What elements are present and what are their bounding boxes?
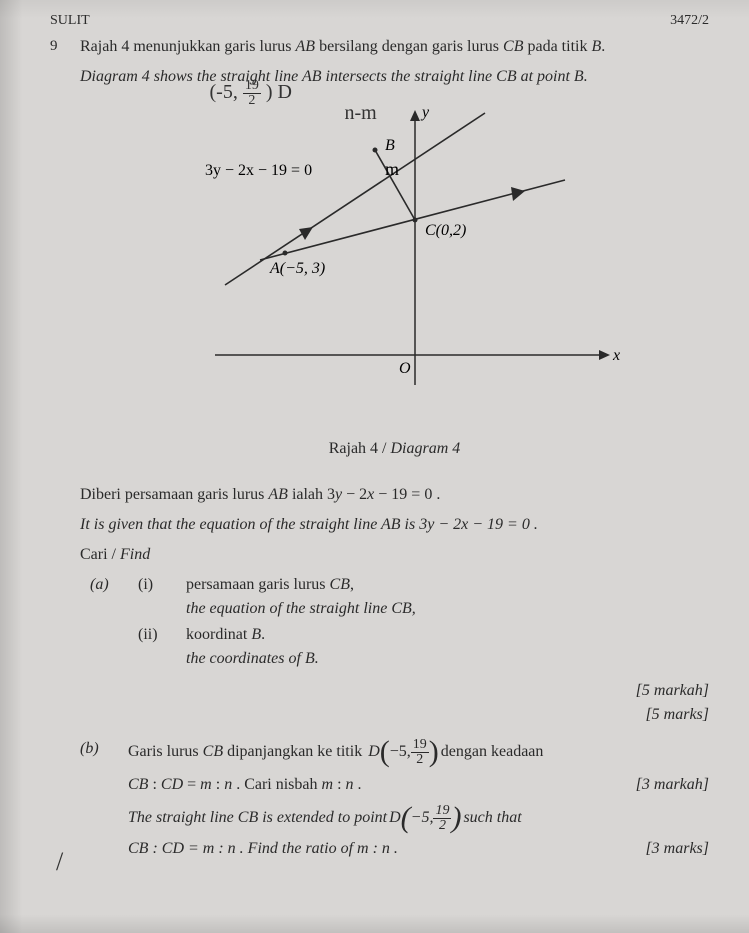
a-i-ms: persamaan garis lurus CB,: [186, 573, 709, 597]
part-a-label: (a): [90, 573, 138, 621]
part-b-label: (b): [80, 737, 128, 861]
hand-nm: n-m: [345, 98, 377, 128]
a-ii-en: the coordinates of B.: [186, 647, 709, 671]
a-marks-en: [5 marks]: [80, 703, 709, 727]
part-a-ii-label: (ii): [138, 623, 186, 671]
b-line1-ms: Garis lurus CB dipanjangkan ke titik D (…: [128, 737, 709, 767]
b-ratio-en: CB : CD = m : n . Find the ratio of m : …: [128, 837, 709, 861]
find: Cari / Find: [80, 543, 709, 567]
m-label: m: [385, 159, 399, 179]
diagram-caption: Rajah 4 / Diagram 4: [80, 437, 709, 461]
eq-label: 3y − 2x − 19 = 0: [205, 162, 312, 179]
given-en: It is given that the equation of the str…: [80, 513, 709, 537]
header-left: SULIT: [50, 10, 90, 31]
y-label: y: [420, 104, 430, 121]
B-label: B: [385, 137, 395, 154]
a-marks-ms: [5 markah]: [80, 679, 709, 703]
b-ratio-ms: CB : CD = m : n . Cari nisbah m : n . [3…: [128, 773, 709, 797]
question-number: 9: [50, 35, 80, 58]
b-marks-en: [3 marks]: [645, 837, 709, 861]
given-ms: Diberi persamaan garis lurus AB ialah 3y…: [80, 483, 709, 507]
part-a-i-label: (i): [138, 573, 186, 621]
A-label: A(−5, 3): [269, 260, 325, 277]
header-right: 3472/2: [670, 10, 709, 31]
hand-D: (-5, 192 ) D: [210, 77, 292, 108]
hand-mark: /: [56, 842, 63, 881]
a-ii-ms: koordinat B.: [186, 623, 709, 647]
b-marks-ms: [3 markah]: [636, 773, 709, 797]
q-line1-ms: Rajah 4 menunjukkan garis lurus AB bersi…: [80, 35, 709, 59]
C-label: C(0,2): [425, 222, 466, 239]
a-i-en: the equation of the straight line CB,: [186, 597, 709, 621]
diagram: (-5, 192 ) D n-m y x O: [155, 95, 635, 425]
q-line1-en: Diagram 4 shows the straight line AB int…: [80, 65, 709, 89]
b-line1-en: The straight line CB is extended to poin…: [128, 803, 709, 833]
O-label: O: [399, 360, 411, 377]
diagram-svg: y x O A(−5, 3) B m C: [155, 95, 635, 425]
x-label: x: [612, 347, 620, 364]
